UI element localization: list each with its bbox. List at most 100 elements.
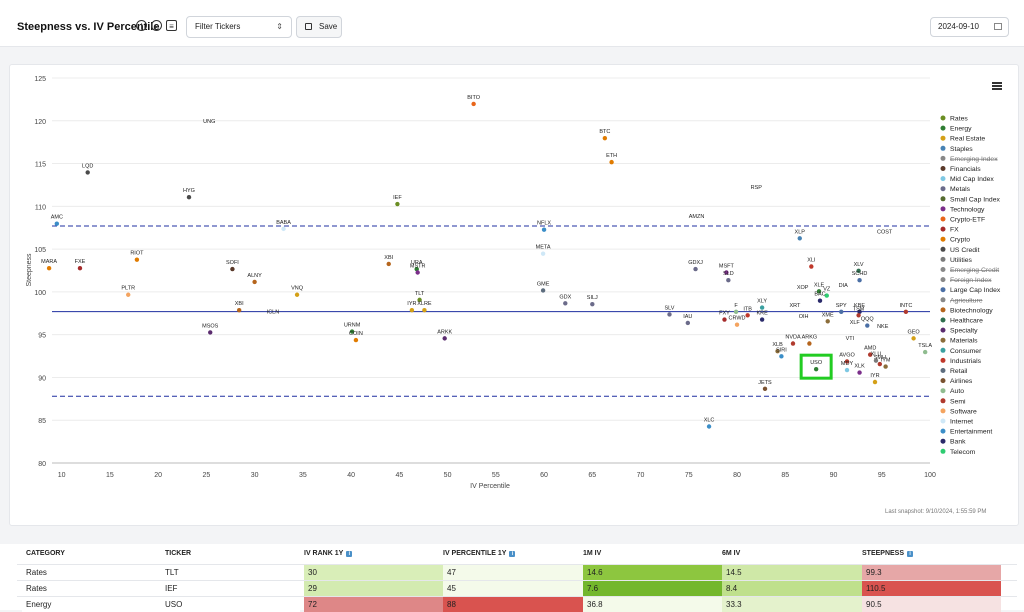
legend-item: Consumer (950, 348, 982, 355)
point-label: HYG (183, 188, 195, 194)
point-label: RSP (751, 185, 763, 191)
data-point (775, 349, 780, 354)
x-tick-label: 65 (588, 472, 596, 479)
point-label: BABA (276, 220, 291, 226)
point-label: IYR (407, 301, 416, 307)
point-label: LQD (82, 163, 93, 169)
filter-tickers-select[interactable]: Filter Tickers ⇕ (186, 16, 292, 38)
legend-item: Metals (950, 186, 971, 193)
data-point (844, 359, 850, 364)
point-label: SPY (836, 303, 847, 309)
point-label: XBI (235, 301, 244, 307)
point-label: IEF (393, 195, 402, 201)
table-cell-steep: 90.5 (862, 597, 1001, 612)
legend-item: Foreign Index (950, 277, 992, 284)
table-header[interactable]: CATEGORY (26, 550, 65, 557)
top-toolbar: Steepness vs. IV Percentile i ▸ ≡ Filter… (0, 0, 1024, 47)
point-label: USO (810, 360, 823, 366)
table-header[interactable]: STEEPNESS i (862, 550, 914, 557)
info-icon[interactable]: i (136, 20, 147, 31)
data-point (540, 288, 546, 293)
point-label: URNM (344, 323, 361, 329)
data-point (722, 317, 727, 322)
data-point (85, 170, 90, 175)
legend-marker (940, 216, 946, 222)
point-label: CRWD (729, 316, 746, 322)
info-icon[interactable]: i (509, 551, 516, 557)
x-tick-label: 85 (781, 472, 789, 479)
data-point (807, 341, 812, 346)
legend-item: Internet (950, 419, 973, 426)
point-label: BAC (814, 292, 825, 298)
legend-marker (940, 206, 946, 212)
play-icon[interactable]: ▸ (151, 20, 162, 31)
legend-item: Real Estate (950, 136, 985, 143)
point-label: SMH (874, 355, 886, 361)
chart-card (9, 64, 1019, 526)
table-header[interactable]: 6M IV (722, 550, 741, 557)
table-cell-category: Energy (22, 597, 161, 612)
legend-item: Bank (950, 439, 966, 446)
point-label: SCHD (852, 271, 868, 277)
data-point (857, 278, 862, 283)
calendar-icon (994, 23, 1002, 30)
point-label: URA (411, 260, 423, 266)
point-label: QQQ (861, 317, 875, 323)
x-tick-label: 10 (58, 472, 66, 479)
table-cell-category: Rates (22, 565, 161, 580)
data-point (759, 305, 765, 310)
data-point (54, 221, 60, 226)
legend-marker (940, 297, 946, 303)
point-label: BTC (599, 129, 610, 135)
data-point (779, 354, 784, 359)
legend-marker (940, 277, 946, 283)
y-tick-label: 95 (38, 333, 46, 340)
data-point (540, 251, 546, 256)
data-point (759, 317, 765, 322)
point-label: XLV (854, 262, 864, 268)
save-button[interactable]: Save (296, 16, 342, 38)
table-cell-iv_rank: 72 (304, 597, 443, 612)
table-cell-iv6m: 14.5 (722, 565, 862, 580)
data-point (922, 349, 928, 355)
x-tick-label: 45 (395, 472, 403, 479)
table-cell-iv_pct: 88 (443, 597, 583, 612)
legend-marker (940, 388, 946, 394)
info-icon[interactable]: i (907, 551, 914, 557)
legend-item: Technology (950, 206, 985, 213)
table-header[interactable]: IV PERCENTILE 1Y i (443, 550, 516, 557)
y-tick-label: 100 (34, 290, 46, 297)
legend-item: Large Cap Index (950, 287, 1001, 294)
data-point (414, 266, 419, 272)
legend-marker (940, 186, 946, 192)
legend-marker (940, 176, 946, 182)
comment-icon[interactable]: ≡ (166, 20, 177, 31)
chart-menu-icon[interactable] (992, 82, 1002, 90)
data-point (745, 313, 750, 318)
point-label: XBI (384, 255, 393, 261)
data-point (126, 292, 131, 297)
chevron-updown-icon: ⇕ (276, 22, 283, 31)
table-header[interactable]: TICKER (165, 550, 192, 557)
data-point (724, 270, 729, 275)
legend-marker (940, 196, 946, 202)
date-picker[interactable]: 2024-09-10 (930, 17, 1009, 37)
point-label: TSM (853, 306, 865, 312)
legend-marker (940, 317, 946, 323)
legend-item: Software (950, 408, 977, 415)
filter-tickers-label: Filter Tickers (195, 22, 241, 31)
info-icon[interactable]: i (346, 551, 353, 557)
legend-marker (940, 428, 946, 434)
x-tick-label: 80 (733, 472, 741, 479)
save-icon (305, 23, 312, 30)
x-tick-label: 100 (924, 472, 936, 479)
data-point (844, 367, 850, 373)
table-header[interactable]: 1M IV (583, 550, 602, 557)
table-header[interactable]: IV RANK 1Y i (304, 550, 353, 557)
row-divider (17, 580, 1017, 581)
point-label: AMZN (689, 214, 705, 220)
point-label: XLE (814, 282, 825, 288)
point-label: TSLA (918, 343, 932, 349)
point-label: XLK (854, 364, 865, 370)
legend-item: Specialty (950, 328, 978, 335)
